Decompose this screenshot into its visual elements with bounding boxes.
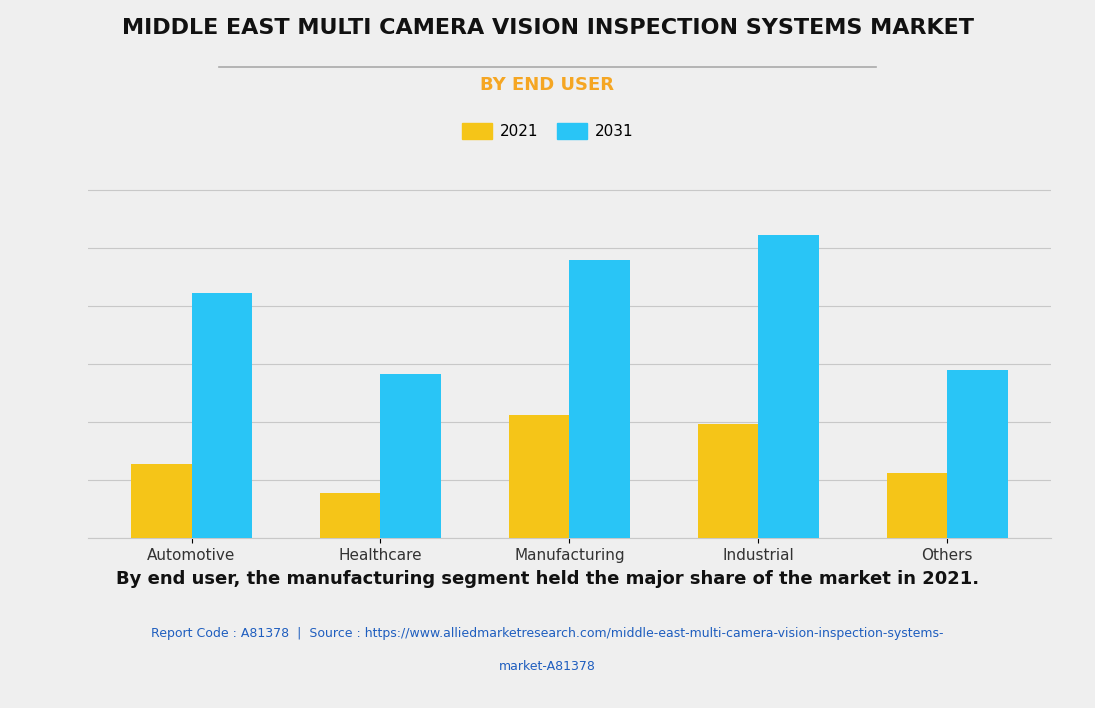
Text: By end user, the manufacturing segment held the major share of the market in 202: By end user, the manufacturing segment h… — [116, 570, 979, 588]
Bar — [887, 473, 947, 538]
Bar — [131, 464, 192, 538]
Bar — [569, 260, 630, 538]
Bar — [698, 423, 759, 538]
Text: market-A81378: market-A81378 — [499, 660, 596, 673]
Text: MIDDLE EAST MULTI CAMERA VISION INSPECTION SYSTEMS MARKET: MIDDLE EAST MULTI CAMERA VISION INSPECTI… — [122, 18, 973, 38]
Bar — [320, 493, 380, 538]
Bar — [192, 292, 252, 538]
Bar — [509, 416, 569, 538]
Legend: 2021, 2031: 2021, 2031 — [456, 118, 639, 146]
Text: BY END USER: BY END USER — [481, 76, 614, 93]
Bar — [380, 375, 441, 538]
Bar — [947, 370, 1007, 538]
Bar — [759, 235, 819, 538]
Text: Report Code : A81378  |  Source : https://www.alliedmarketresearch.com/middle-ea: Report Code : A81378 | Source : https://… — [151, 627, 944, 639]
